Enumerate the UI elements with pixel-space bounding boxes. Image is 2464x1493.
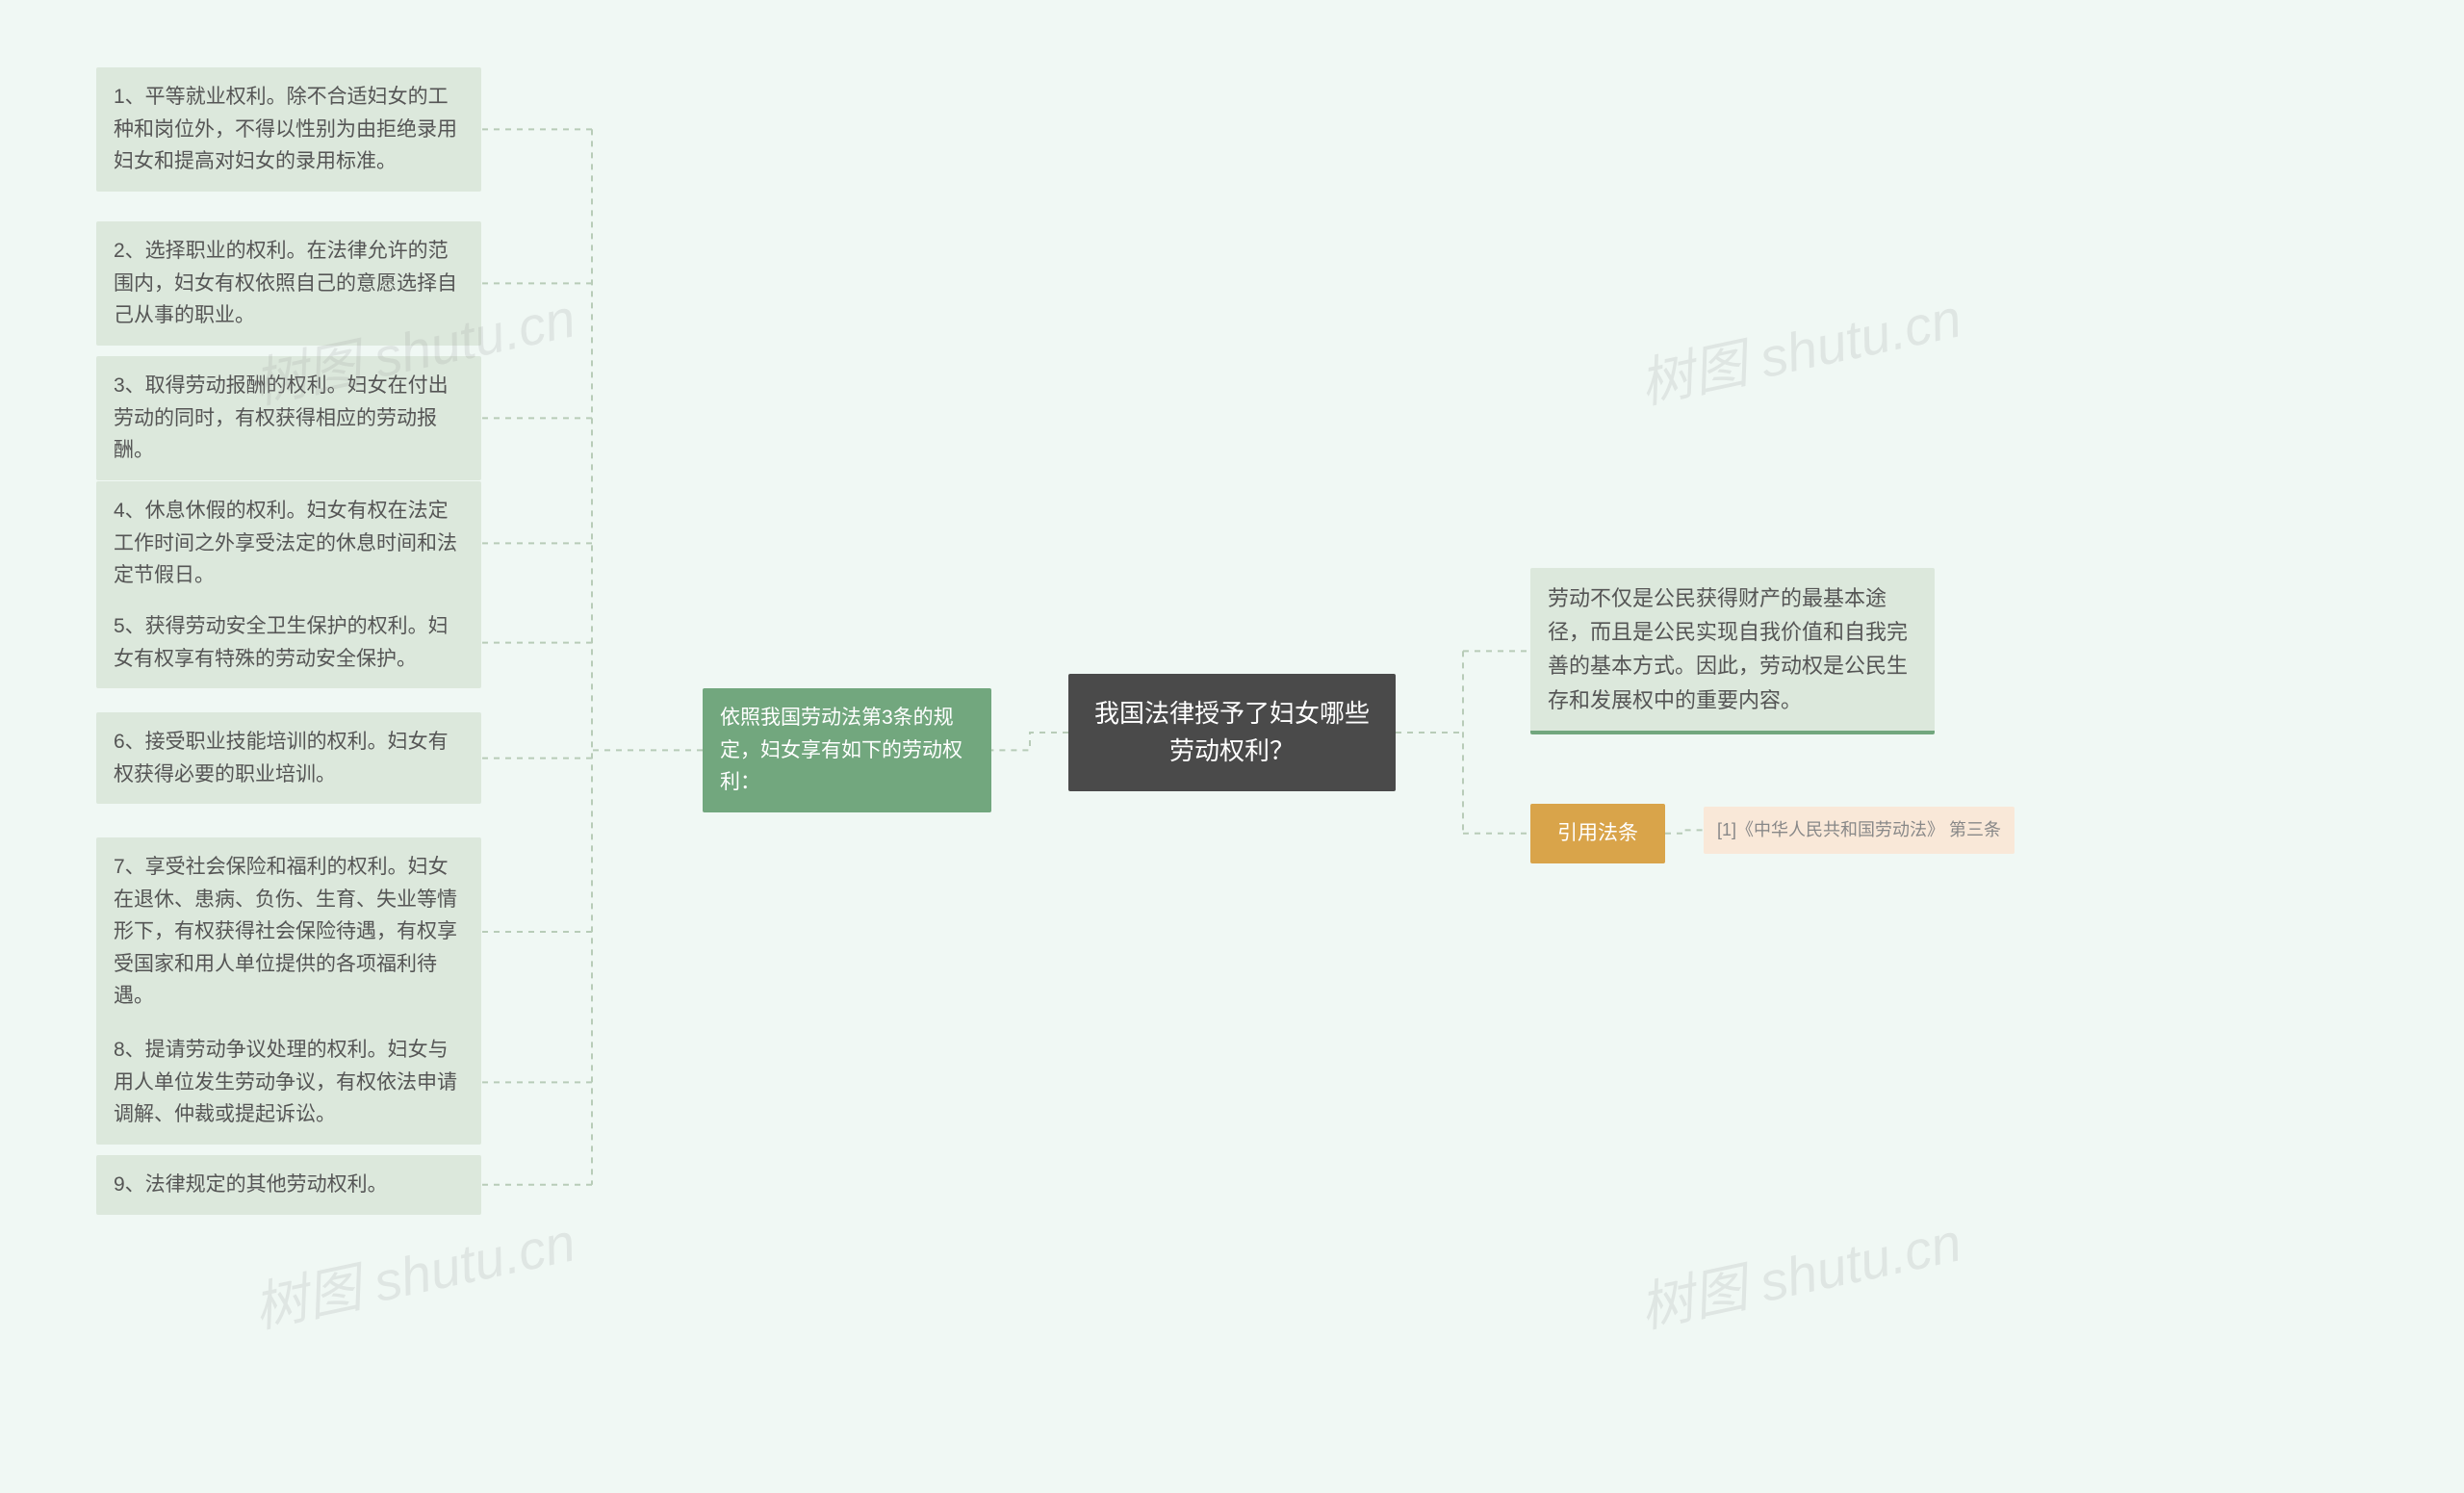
left-item-5: 5、获得劳动安全卫生保护的权利。妇女有权享有特殊的劳动安全保护。 — [96, 597, 481, 688]
left-item-8: 8、提请劳动争议处理的权利。妇女与用人单位发生劳动争议，有权依法申请调解、仲裁或… — [96, 1020, 481, 1145]
left-item-7: 7、享受社会保险和福利的权利。妇女在退休、患病、负伤、生育、失业等情形下，有权获… — [96, 837, 481, 1026]
watermark: 树图 shutu.cn — [1631, 1199, 1967, 1344]
ref-label: 引用法条 — [1530, 804, 1665, 863]
left-item-1: 1、平等就业权利。除不合适妇女的工种和岗位外，不得以性别为由拒绝录用妇女和提高对… — [96, 67, 481, 192]
watermark: 树图 shutu.cn — [1631, 275, 1967, 420]
left-item-4: 4、休息休假的权利。妇女有权在法定工作时间之外享受法定的休息时间和法定节假日。 — [96, 481, 481, 605]
left-item-3: 3、取得劳动报酬的权利。妇女在付出劳动的同时，有权获得相应的劳动报酬。 — [96, 356, 481, 480]
left-item-6: 6、接受职业技能培训的权利。妇女有权获得必要的职业培训。 — [96, 712, 481, 804]
right-desc: 劳动不仅是公民获得财产的最基本途径，而且是公民实现自我价值和自我完善的基本方式。… — [1530, 568, 1935, 734]
left-item-2: 2、选择职业的权利。在法律允许的范围内，妇女有权依照自己的意愿选择自己从事的职业… — [96, 221, 481, 346]
center-node: 我国法律授予了妇女哪些劳动权利？ — [1068, 674, 1396, 791]
watermark: 树图 shutu.cn — [245, 1199, 581, 1344]
left-branch-hub: 依照我国劳动法第3条的规定，妇女享有如下的劳动权利： — [703, 688, 991, 812]
left-item-9: 9、法律规定的其他劳动权利。 — [96, 1155, 481, 1215]
ref-value: [1]《中华人民共和国劳动法》 第三条 — [1704, 807, 2015, 854]
